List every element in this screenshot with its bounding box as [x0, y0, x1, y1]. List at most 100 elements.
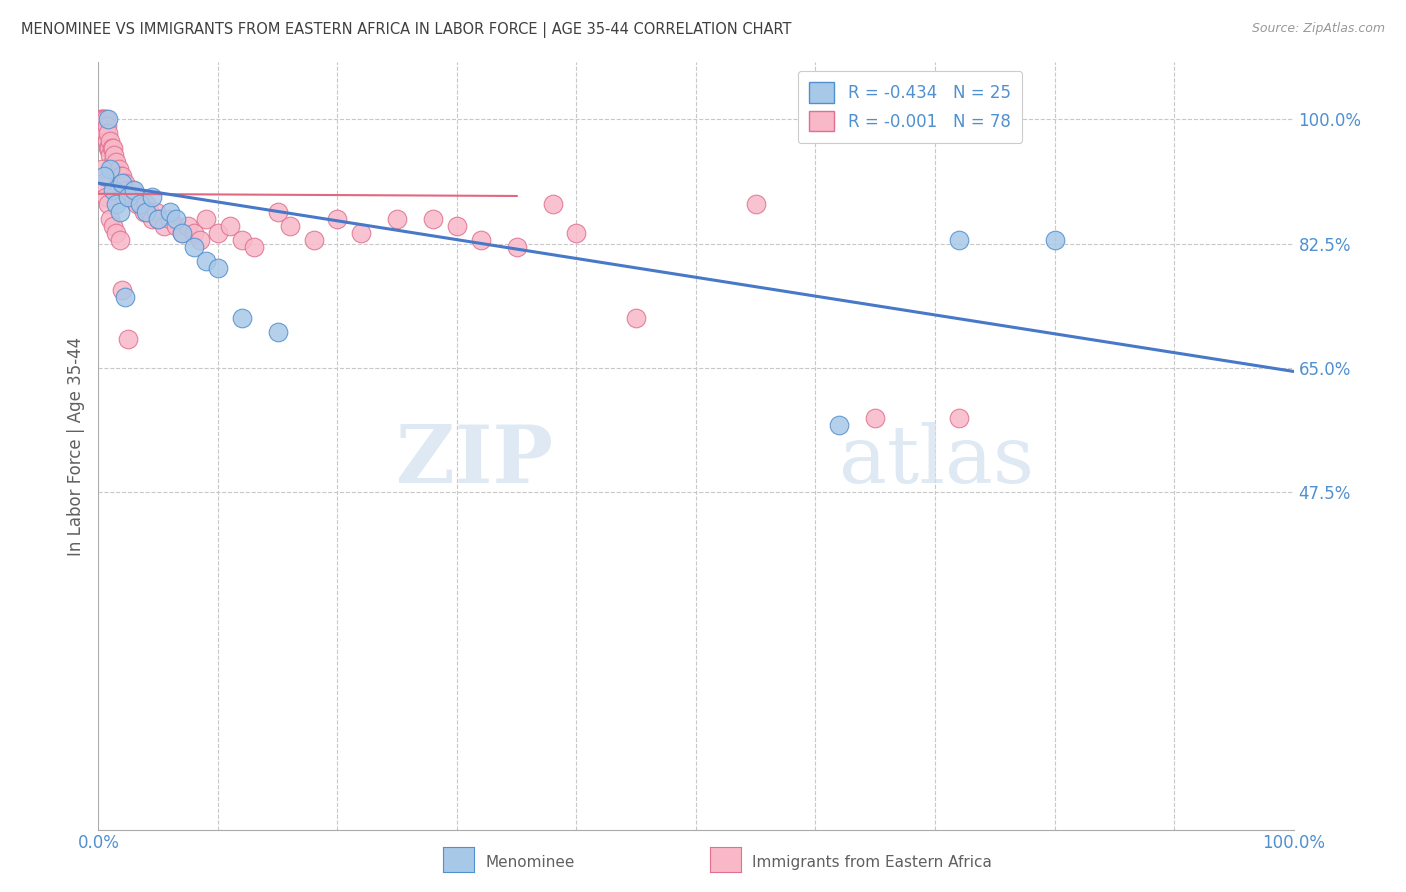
Point	[93, 120, 115, 134]
Point	[107, 169, 129, 183]
Point	[114, 290, 136, 304]
Point	[108, 169, 131, 183]
Point	[96, 134, 118, 148]
Point	[101, 141, 124, 155]
Point	[103, 148, 125, 162]
Point	[565, 226, 588, 240]
Point	[183, 226, 205, 240]
Point	[145, 204, 167, 219]
Point	[128, 190, 150, 204]
Point	[91, 176, 114, 190]
Legend: R = -0.434   N = 25, R = -0.001   N = 78: R = -0.434 N = 25, R = -0.001 N = 78	[797, 70, 1022, 143]
Point	[165, 219, 187, 233]
Point	[865, 410, 887, 425]
Point	[121, 183, 143, 197]
Point	[828, 417, 851, 432]
Point	[111, 283, 134, 297]
Point	[104, 161, 127, 176]
Point	[112, 183, 135, 197]
Point	[98, 211, 122, 226]
Y-axis label: In Labor Force | Age 35-44: In Labor Force | Age 35-44	[66, 336, 84, 556]
Point	[114, 176, 136, 190]
Point	[90, 112, 112, 127]
Point	[97, 112, 120, 127]
Point	[101, 183, 124, 197]
Point	[132, 204, 155, 219]
Point	[94, 127, 117, 141]
Point	[172, 226, 194, 240]
Point	[172, 226, 194, 240]
Point	[350, 226, 373, 240]
Text: atlas: atlas	[839, 422, 1035, 500]
Point	[183, 240, 205, 254]
Text: MENOMINEE VS IMMIGRANTS FROM EASTERN AFRICA IN LABOR FORCE | AGE 35-44 CORRELATI: MENOMINEE VS IMMIGRANTS FROM EASTERN AFR…	[21, 22, 792, 38]
Point	[94, 190, 117, 204]
Point	[115, 183, 138, 197]
Point	[148, 211, 170, 226]
Point	[94, 112, 117, 127]
Point	[107, 161, 129, 176]
Point	[207, 261, 229, 276]
Point	[135, 197, 157, 211]
Point	[101, 154, 124, 169]
Point	[117, 190, 139, 204]
Point	[91, 112, 114, 127]
Point	[108, 204, 131, 219]
Point	[124, 183, 146, 197]
Point	[110, 176, 132, 190]
Point	[207, 226, 229, 240]
Point	[159, 204, 181, 219]
Point	[97, 127, 120, 141]
Point	[131, 197, 153, 211]
Point	[98, 148, 122, 162]
Point	[111, 169, 134, 183]
Text: Source: ZipAtlas.com: Source: ZipAtlas.com	[1251, 22, 1385, 36]
Point	[101, 219, 124, 233]
Point	[98, 141, 121, 155]
Point	[195, 254, 218, 268]
Point	[302, 233, 325, 247]
Point	[219, 219, 242, 233]
Point	[105, 154, 128, 169]
Point	[138, 204, 160, 219]
Point	[231, 233, 253, 247]
Point	[135, 204, 157, 219]
Point	[326, 211, 349, 226]
Text: Immigrants from Eastern Africa: Immigrants from Eastern Africa	[752, 855, 993, 870]
Point	[96, 120, 118, 134]
Point	[111, 176, 134, 190]
Point	[1043, 233, 1066, 247]
Point	[446, 219, 468, 233]
Point	[108, 233, 131, 247]
Text: ZIP: ZIP	[395, 422, 553, 500]
Point	[177, 219, 200, 233]
Point	[745, 197, 768, 211]
Point	[159, 211, 181, 226]
Point	[97, 141, 120, 155]
Point	[141, 190, 163, 204]
Point	[97, 197, 120, 211]
Point	[626, 311, 648, 326]
Point	[422, 211, 444, 226]
Point	[124, 190, 146, 204]
Point	[278, 219, 301, 233]
Point	[541, 197, 564, 211]
Point	[105, 226, 128, 240]
Point	[195, 211, 218, 226]
Point	[100, 141, 122, 155]
Point	[385, 211, 409, 226]
Point	[91, 161, 114, 176]
Point	[141, 211, 163, 226]
Point	[118, 190, 141, 204]
Point	[948, 410, 970, 425]
Point	[105, 197, 128, 211]
Point	[267, 326, 290, 340]
Point	[98, 161, 122, 176]
Point	[267, 204, 290, 219]
Point	[93, 169, 115, 183]
Point	[188, 233, 211, 247]
Point	[243, 240, 266, 254]
Point	[98, 134, 122, 148]
Point	[117, 333, 139, 347]
Point	[93, 112, 115, 127]
